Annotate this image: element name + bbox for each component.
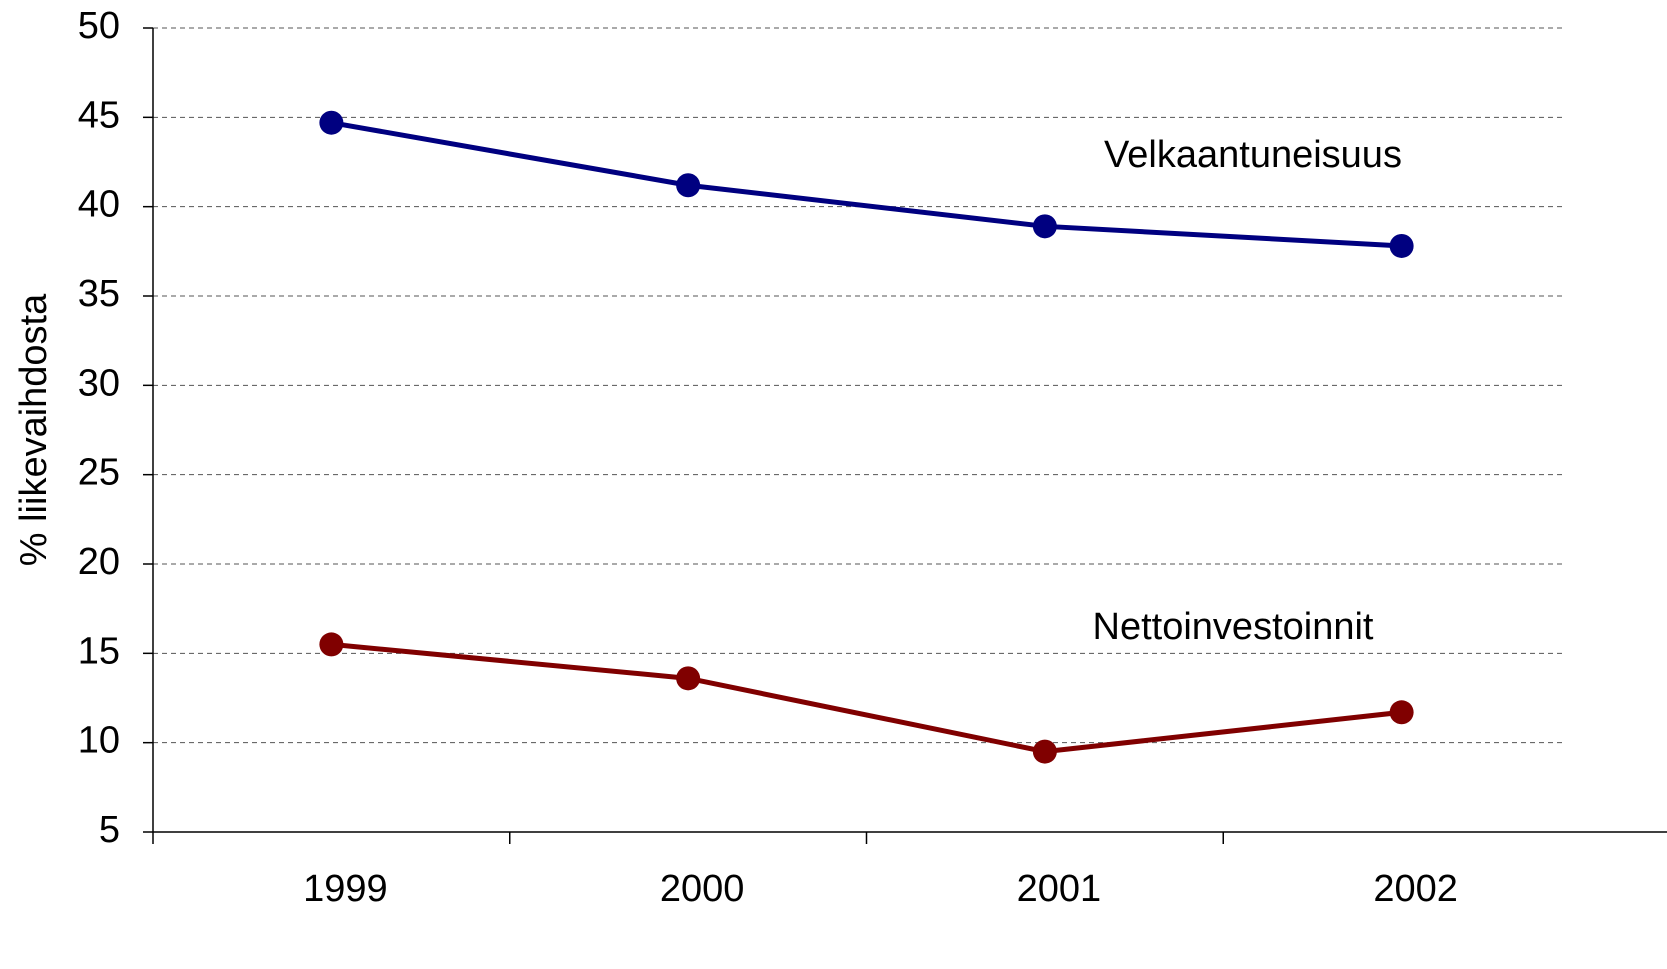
marker bbox=[1389, 700, 1414, 725]
line bbox=[330, 120, 1402, 249]
y-tick-label: 50 bbox=[78, 5, 120, 47]
line bbox=[331, 641, 1402, 755]
x-tick-label: 2002 bbox=[1373, 868, 1458, 910]
y-tick-label: 35 bbox=[78, 273, 120, 315]
y-tick-label: 30 bbox=[78, 362, 120, 404]
y-tick-label: 5 bbox=[99, 809, 120, 851]
marker bbox=[319, 632, 344, 657]
marker bbox=[319, 110, 344, 135]
y-tick-label: 25 bbox=[78, 452, 120, 494]
y-tick-label: 15 bbox=[78, 630, 120, 672]
y-axis-label: % liikevaihdosta bbox=[13, 293, 55, 566]
marker bbox=[1032, 739, 1057, 764]
series-label: Nettoinvestoinnit bbox=[1093, 606, 1374, 648]
x-tick-label: 2001 bbox=[1017, 868, 1102, 910]
marker bbox=[676, 666, 701, 691]
marker bbox=[1389, 233, 1414, 258]
x-tick-label: 2000 bbox=[660, 868, 745, 910]
series-label: Velkaantuneisuus bbox=[1104, 134, 1402, 176]
marker bbox=[1032, 214, 1057, 239]
y-tick-label: 20 bbox=[78, 541, 120, 583]
y-tick-label: 40 bbox=[78, 184, 120, 226]
y-tick-label: 10 bbox=[78, 720, 120, 762]
x-tick-label: 1999 bbox=[303, 868, 388, 910]
marker bbox=[676, 173, 701, 198]
y-tick-label: 45 bbox=[78, 94, 120, 136]
